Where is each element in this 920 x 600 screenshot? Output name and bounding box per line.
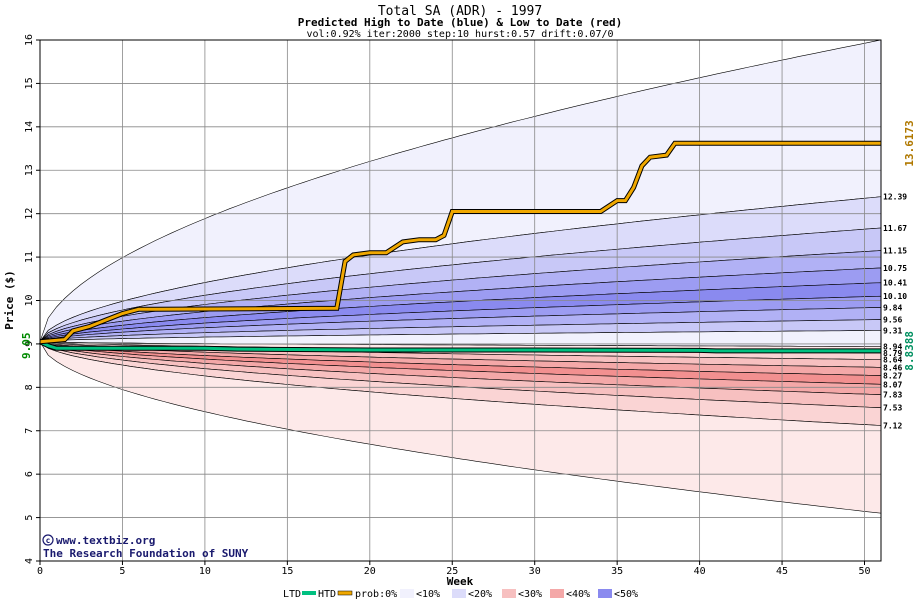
x-tick-label: 15 [281,566,293,577]
x-tick-label: 5 [119,566,125,577]
legend-b50-label: <50% [614,589,638,600]
legend-ltd-label: LTD [283,589,301,600]
legend-b30-swatch [502,589,516,598]
y-tick-label: 8 [24,384,35,390]
percentile-label: 10.75 [883,264,907,273]
final-high-label: 13.6173 [903,120,916,166]
legend-htd-label: HTD [318,589,336,600]
legend-b20-label: <20% [468,589,492,600]
y-tick-label: 16 [24,34,35,46]
y-tick-label: 13 [24,164,35,176]
y-tick-label: 14 [24,121,35,133]
percentile-label: 8.46 [883,363,902,372]
htd-line [39,141,881,344]
percentile-label: 9.56 [883,316,902,325]
y-tick-label: 7 [24,428,35,434]
y-tick-label: 5 [24,515,35,521]
y-axis-label: Price ($) [3,270,16,330]
percentile-label: 8.27 [883,372,902,381]
percentile-label: 7.12 [883,422,902,431]
x-axis-label: Week [447,575,474,588]
percentile-label: 9.84 [883,303,902,312]
percentile-label: 8.79 [883,349,902,358]
percentile-labels: 12.39 11.67 11.15 10.75 10.41 10.10 9.84 9.569.… [883,193,907,431]
x-tick-label: 40 [694,566,706,577]
legend: LTD HTD prob:0% <10% <20% <30% <40% <50% [283,589,638,600]
percentile-label: 8.64 [883,356,902,365]
x-ticks: 0 5 10 15 20 25 30 35 40 45 50 [37,561,871,577]
series [38,140,881,354]
legend-b20-swatch [452,589,466,598]
y-tick-label: 4 [24,558,35,564]
x-tick-label: 35 [611,566,623,577]
y-tick-label: 9 [24,341,35,347]
x-tick-label: 25 [446,566,458,577]
y-ticks: 4 5 6 7 8 9 10 11 12 13 14 15 16 [24,34,40,564]
percentile-label: 10.10 [883,292,907,301]
final-low-label: 8.8388 [903,331,916,371]
y-tick-label: 11 [24,251,35,263]
legend-b10-swatch [400,589,414,598]
credit-org: The Research Foundation of SUNY [43,547,249,560]
percentile-label: 11.67 [883,224,907,233]
percentile-label: 8.94 [883,343,902,352]
x-tick-label: 10 [199,566,211,577]
legend-htd-swatch [337,590,353,596]
ltd-line [39,340,881,353]
y-tick-label: 15 [24,77,35,89]
credit-block: c www.textbiz.org The Research Foundatio… [42,534,249,560]
y-tick-label: 12 [24,208,35,220]
legend-b50-swatch [598,589,612,598]
x-tick-label: 20 [364,566,376,577]
chart-title: Total SA (ADR) - 1997 [378,4,542,19]
legend-b40-label: <40% [566,589,590,600]
x-tick-label: 30 [529,566,541,577]
copyright-glyph: c [46,536,51,545]
x-tick-label: 50 [858,566,870,577]
chart-subtitle: Predicted High to Date (blue) & Low to D… [298,16,623,29]
x-tick-label: 0 [37,566,43,577]
credit-url[interactable]: www.textbiz.org [56,534,155,547]
percentile-label: 9.31 [883,326,902,335]
percentile-label: 7.53 [883,404,902,413]
legend-b30-label: <30% [518,589,542,600]
legend-prob-label: prob:0% [355,589,397,600]
legend-b40-swatch [550,589,564,598]
percentile-label: 11.15 [883,247,907,256]
y-tick-label: 10 [24,294,35,306]
y-tick-label: 6 [24,471,35,477]
percentile-label: 12.39 [883,193,907,202]
copyright-icon [42,534,54,546]
x-tick-label: 45 [776,566,788,577]
start-price-label: 9.05 [20,332,33,359]
chart-params: vol:0.92% iter:2000 step:10 hurst:0.57 d… [306,29,613,40]
legend-ltd-swatch [302,591,316,595]
percentile-label: 10.41 [883,279,907,288]
percentile-label: 7.83 [883,391,902,400]
percentile-label: 8.07 [883,380,902,389]
legend-b10-label: <10% [416,589,440,600]
